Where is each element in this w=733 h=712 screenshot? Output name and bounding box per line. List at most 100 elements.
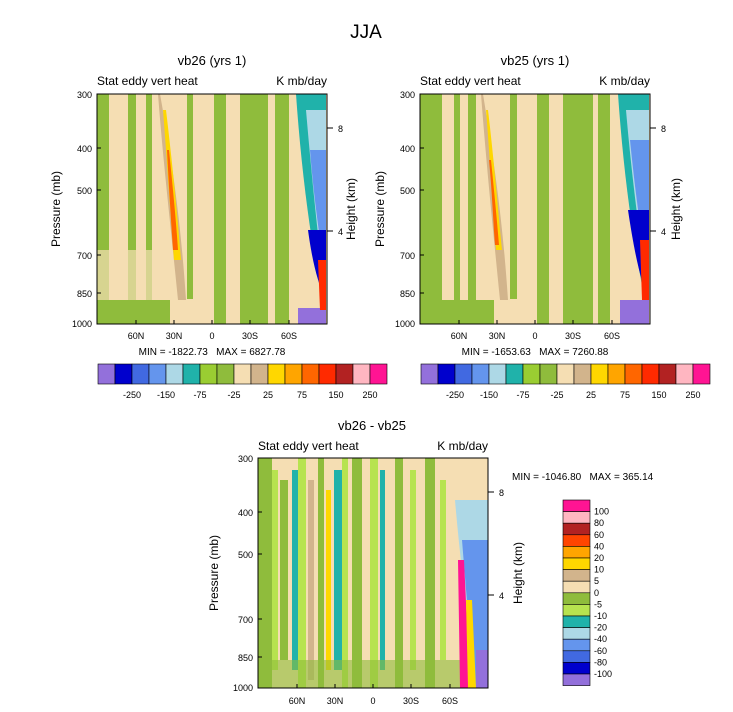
min-max-stats: MIN = -1653.63 MAX = 7260.88 bbox=[462, 347, 609, 358]
height-tick-label: 4 bbox=[661, 227, 666, 237]
colorbar-swatch bbox=[692, 363, 711, 385]
x-tick-label: 0 bbox=[209, 331, 214, 341]
colorbar-swatch bbox=[369, 363, 388, 385]
colorbar-label: -100 bbox=[594, 669, 612, 679]
x-tick-label: 30N bbox=[327, 696, 344, 706]
contour-field bbox=[419, 93, 651, 325]
x-tick-label: 60N bbox=[289, 696, 306, 706]
x-tick-label: 30S bbox=[242, 331, 258, 341]
colorbar-label: -20 bbox=[594, 623, 607, 633]
contour-field bbox=[257, 457, 489, 689]
y-tick-label: 700 bbox=[77, 251, 92, 261]
colorbar-swatch bbox=[216, 363, 235, 385]
y-axis-label: Pressure (mb) bbox=[207, 535, 221, 611]
colorbar-label: -75 bbox=[193, 390, 206, 400]
colorbar-label: -25 bbox=[550, 390, 563, 400]
height-tick-label: 8 bbox=[338, 124, 343, 134]
panel-vb25: vb25 (yrs 1) Stat eddy vert heat K mb/da… bbox=[373, 53, 711, 400]
x-tick-label: 30N bbox=[489, 331, 506, 341]
x-tick-label: 60N bbox=[128, 331, 145, 341]
panel-vb26: vb26 (yrs 1) Stat eddy vert heat K mb/da… bbox=[49, 53, 388, 400]
colorbar-swatch bbox=[562, 592, 591, 605]
colorbar-swatch bbox=[573, 363, 592, 385]
right-label: K mb/day bbox=[276, 74, 327, 88]
left-label: Stat eddy vert heat bbox=[97, 74, 198, 88]
x-tick-label: 60S bbox=[281, 331, 297, 341]
colorbar-label: 40 bbox=[594, 541, 604, 551]
y-tick-label: 300 bbox=[238, 454, 253, 464]
colorbar-label: 100 bbox=[594, 507, 609, 517]
colorbar-swatch bbox=[182, 363, 201, 385]
colorbar-label: -80 bbox=[594, 657, 607, 667]
colorbar-swatch bbox=[301, 363, 320, 385]
y-tick-label: 1000 bbox=[72, 319, 92, 329]
height-tick-label: 8 bbox=[661, 124, 666, 134]
y-tick-label: 850 bbox=[238, 653, 253, 663]
figure-title: JJA bbox=[350, 22, 382, 43]
x-tick-label: 60S bbox=[442, 696, 458, 706]
colorbar-swatch bbox=[562, 546, 591, 559]
colorbar-swatch bbox=[562, 557, 591, 570]
colorbar-swatch bbox=[675, 363, 694, 385]
colorbar-swatch bbox=[624, 363, 643, 385]
colorbar-label: 0 bbox=[594, 588, 599, 598]
colorbar-label: 150 bbox=[328, 390, 343, 400]
y-tick-label: 300 bbox=[400, 90, 415, 100]
colorbar-label: -250 bbox=[123, 390, 141, 400]
colorbar-label: -75 bbox=[516, 390, 529, 400]
y-tick-label: 700 bbox=[238, 615, 253, 625]
colorbar-label: 25 bbox=[586, 390, 596, 400]
colorbar-label: 60 bbox=[594, 530, 604, 540]
colorbar-swatch bbox=[562, 673, 591, 686]
colorbar-swatch bbox=[437, 363, 456, 385]
colorbar-swatch bbox=[590, 363, 609, 385]
colorbar-label: -60 bbox=[594, 646, 607, 656]
colorbar-swatch bbox=[562, 534, 591, 547]
y-tick-label: 1000 bbox=[233, 683, 253, 693]
colorbar-label: 25 bbox=[263, 390, 273, 400]
colorbar-swatch bbox=[562, 580, 591, 594]
colorbar-swatch bbox=[562, 569, 591, 582]
x-tick-label: 60S bbox=[604, 331, 620, 341]
colorbar-swatch bbox=[562, 615, 591, 628]
x-ticks: 60N 30N 0 30S 60S bbox=[128, 320, 297, 341]
contour-field bbox=[96, 93, 328, 325]
y-axis-label: Pressure (mb) bbox=[49, 171, 63, 247]
colorbar-swatch bbox=[284, 363, 303, 385]
min-max-stats: MIN = -1822.73 MAX = 6827.78 bbox=[139, 347, 286, 358]
y-ticks: 300 400 500 700 850 1000 bbox=[72, 90, 101, 329]
height-axis-label: Height (km) bbox=[344, 178, 358, 240]
colorbar: -250 -150 -75 -25 25 75 150 250 bbox=[420, 363, 711, 400]
colorbar-label: -150 bbox=[480, 390, 498, 400]
colorbar-swatch bbox=[250, 363, 269, 385]
left-label: Stat eddy vert heat bbox=[420, 74, 521, 88]
colorbar-swatch bbox=[148, 363, 167, 385]
colorbar-swatch bbox=[562, 511, 591, 524]
colorbar-label: 250 bbox=[362, 390, 377, 400]
colorbar-swatch bbox=[199, 363, 218, 385]
x-tick-label: 0 bbox=[370, 696, 375, 706]
colorbar-swatch bbox=[641, 363, 660, 385]
left-label: Stat eddy vert heat bbox=[258, 439, 359, 453]
colorbar-swatch bbox=[607, 363, 626, 385]
height-axis: 8 4 bbox=[650, 124, 666, 237]
colorbar-swatch bbox=[562, 627, 591, 640]
colorbar-swatch bbox=[562, 604, 591, 617]
x-tick-label: 30N bbox=[166, 331, 183, 341]
panel-title: vb25 (yrs 1) bbox=[501, 53, 570, 68]
x-tick-label: 60N bbox=[451, 331, 468, 341]
min-max-stats: MIN = -1046.80 MAX = 365.14 bbox=[512, 472, 654, 483]
height-tick-label: 8 bbox=[499, 488, 504, 498]
height-tick-label: 4 bbox=[499, 591, 504, 601]
colorbar-swatch bbox=[658, 363, 677, 385]
right-label: K mb/day bbox=[437, 439, 488, 453]
colorbar-swatch bbox=[539, 363, 558, 385]
colorbar-swatch bbox=[556, 363, 575, 385]
y-tick-label: 500 bbox=[77, 186, 92, 196]
x-ticks: 60N 30N 0 30S 60S bbox=[451, 320, 620, 341]
colorbar-label: -40 bbox=[594, 634, 607, 644]
height-axis-label: Height (km) bbox=[511, 542, 525, 604]
right-label: K mb/day bbox=[599, 74, 650, 88]
colorbar-swatch bbox=[165, 363, 184, 385]
